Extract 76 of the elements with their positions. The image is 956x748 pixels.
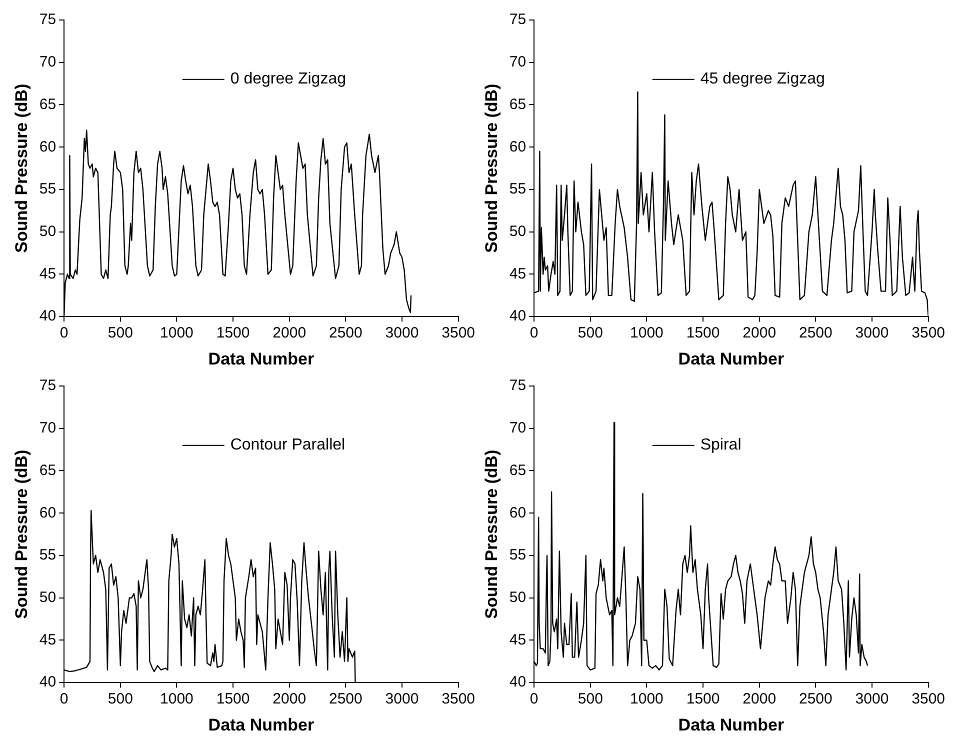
x-tick-label: 1000: [630, 690, 664, 708]
y-tick-label: 70: [39, 420, 56, 437]
y-tick-label: 70: [509, 54, 526, 71]
y-axis-title: Sound Pressure (dB): [482, 84, 501, 253]
x-tick-label: 2500: [328, 324, 362, 342]
x-tick-label: 3500: [912, 690, 946, 708]
x-tick-label: 3500: [442, 324, 476, 342]
x-tick-label: 500: [108, 324, 133, 342]
y-axis-title: Sound Pressure (dB): [482, 450, 501, 619]
x-tick-label: 0: [530, 690, 538, 708]
x-tick-label: 500: [578, 324, 603, 342]
legend-label: 45 degree Zigzag: [700, 70, 825, 88]
y-tick-label: 40: [39, 674, 56, 691]
y-tick-label: 55: [509, 180, 526, 198]
legend-label: Contour Parallel: [230, 436, 346, 454]
y-axis-title: Sound Pressure (dB): [12, 450, 31, 619]
y-tick-label: 40: [39, 308, 56, 325]
y-tick-label: 60: [39, 138, 56, 156]
x-axis-title: Data Number: [208, 715, 314, 734]
x-tick-label: 1500: [686, 324, 720, 342]
x-tick-label: 2000: [742, 324, 776, 342]
x-tick-label: 1500: [686, 690, 720, 708]
x-tick-label: 1000: [630, 324, 664, 342]
x-tick-label: 2500: [328, 690, 362, 708]
x-tick-label: 3000: [855, 690, 889, 708]
y-tick-label: 45: [39, 631, 56, 648]
x-tick-label: 2000: [272, 690, 306, 708]
x-tick-label: 1000: [160, 324, 194, 342]
y-tick-label: 50: [509, 589, 526, 606]
x-tick-label: 3500: [912, 324, 946, 342]
y-tick-label: 50: [39, 589, 56, 606]
x-axis-title: Data Number: [678, 715, 784, 734]
y-axis-title: Sound Pressure (dB): [12, 84, 31, 253]
x-tick-label: 2500: [798, 324, 832, 342]
x-axis-title: Data Number: [208, 349, 314, 368]
x-tick-label: 2000: [272, 324, 306, 342]
y-tick-label: 45: [39, 265, 56, 282]
x-tick-label: 1000: [160, 690, 194, 708]
x-tick-label: 3000: [385, 690, 419, 708]
y-tick-label: 70: [39, 54, 56, 71]
y-tick-label: 75: [39, 377, 56, 394]
y-tick-label: 75: [509, 377, 526, 394]
y-tick-label: 70: [509, 420, 526, 437]
x-tick-label: 3500: [442, 690, 476, 708]
y-tick-label: 60: [509, 138, 526, 156]
legend-label: Spiral: [700, 436, 742, 454]
x-tick-label: 3000: [385, 324, 419, 342]
y-tick-label: 65: [39, 96, 56, 113]
x-tick-label: 0: [530, 324, 538, 342]
x-tick-label: 2500: [798, 690, 832, 708]
x-tick-label: 3000: [855, 324, 889, 342]
y-tick-label: 50: [509, 223, 526, 240]
y-tick-label: 55: [39, 546, 56, 564]
y-tick-label: 40: [509, 308, 526, 325]
legend-label: 0 degree Zigzag: [230, 70, 346, 88]
y-tick-label: 75: [509, 11, 526, 28]
x-tick-label: 2000: [742, 690, 776, 708]
x-tick-label: 500: [578, 690, 603, 708]
x-tick-label: 1500: [216, 690, 250, 708]
y-tick-label: 60: [509, 504, 526, 522]
x-tick-label: 500: [108, 690, 133, 708]
x-tick-label: 1500: [216, 324, 250, 342]
y-tick-label: 65: [509, 462, 526, 479]
x-tick-label: 0: [60, 324, 68, 342]
x-axis-title: Data Number: [678, 349, 784, 368]
y-tick-label: 65: [509, 96, 526, 113]
y-tick-label: 45: [509, 265, 526, 282]
x-tick-label: 0: [60, 690, 68, 708]
y-tick-label: 50: [39, 223, 56, 240]
y-tick-label: 40: [509, 674, 526, 691]
y-tick-label: 55: [39, 180, 56, 198]
y-tick-label: 55: [509, 546, 526, 564]
y-tick-label: 60: [39, 504, 56, 522]
y-tick-label: 65: [39, 462, 56, 479]
y-tick-label: 75: [39, 11, 56, 28]
y-tick-label: 45: [509, 631, 526, 648]
